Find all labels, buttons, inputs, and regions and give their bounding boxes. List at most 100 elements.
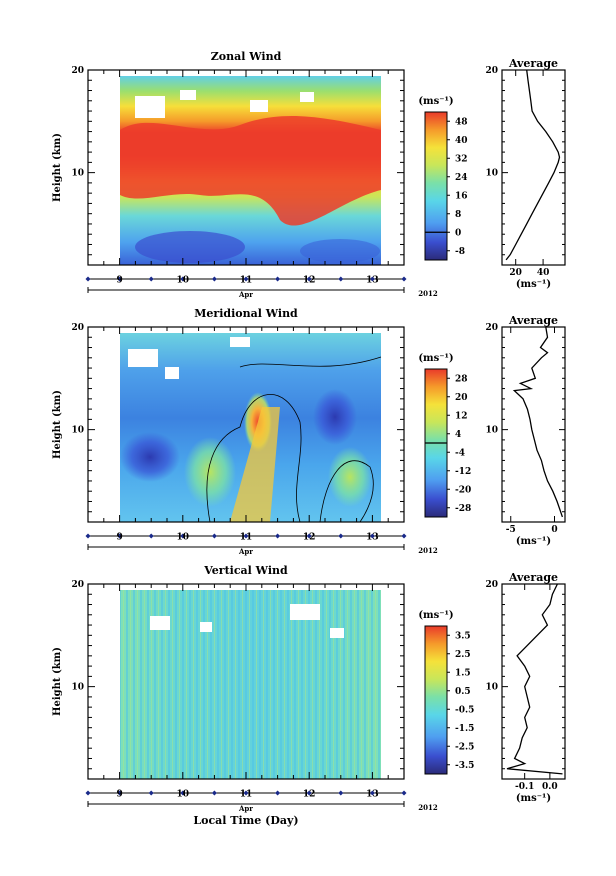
colorbar-tick-label: 3.5 bbox=[455, 631, 471, 641]
negative-anomaly bbox=[120, 432, 180, 482]
avg-x-tick-label: 40 bbox=[537, 268, 550, 278]
x-tick-label: 9 bbox=[116, 533, 122, 543]
colorbar-tick-label: 8 bbox=[455, 210, 461, 220]
time-axis-marker bbox=[85, 276, 91, 282]
time-axis-marker bbox=[306, 276, 312, 282]
missing-data bbox=[290, 604, 320, 620]
time-axis-marker bbox=[148, 533, 154, 539]
time-axis-marker bbox=[338, 276, 344, 282]
missing-data bbox=[200, 622, 212, 632]
x-axis-label: Local Time (Day) bbox=[193, 814, 298, 827]
x-tick-label: 9 bbox=[116, 790, 122, 800]
time-axis-marker bbox=[369, 276, 375, 282]
missing-data bbox=[250, 100, 268, 112]
time-axis-marker bbox=[401, 533, 407, 539]
colorbar-tick-label: 2.5 bbox=[455, 650, 471, 660]
y-tick-label: 10 bbox=[71, 683, 84, 693]
average-profile-line bbox=[512, 326, 564, 518]
panel-meridional: Meridional Wind 20 10 Height (km) 9 10 11 12 13 A… bbox=[52, 307, 566, 556]
avg-x-tick-label: -5 bbox=[506, 525, 516, 535]
colorbar-tick-label: 32 bbox=[455, 154, 468, 164]
colorbar-tick-label: 40 bbox=[455, 136, 468, 146]
time-axis-marker bbox=[401, 276, 407, 282]
avg-x-tick-label: 20 bbox=[509, 268, 522, 278]
avg-x-label: (ms⁻¹) bbox=[516, 536, 551, 547]
month-label: Apr bbox=[238, 547, 253, 556]
time-axis-marker bbox=[211, 533, 217, 539]
missing-data bbox=[180, 90, 196, 100]
time-axis-marker bbox=[243, 276, 249, 282]
y-tick-label: 10 bbox=[71, 169, 84, 179]
average-frame bbox=[501, 326, 566, 523]
x-tick-label: 10 bbox=[177, 790, 190, 800]
avg-y-tick-label: 10 bbox=[485, 683, 498, 693]
low-wind-region bbox=[300, 239, 380, 263]
time-axis-marker bbox=[369, 533, 375, 539]
x-tick-label: 9 bbox=[116, 276, 122, 286]
missing-data bbox=[128, 349, 158, 367]
colorbar-unit: (ms⁻¹) bbox=[418, 610, 453, 621]
y-axis-label: Height (km) bbox=[52, 133, 63, 202]
time-axis-marker bbox=[401, 790, 407, 796]
time-axis-marker bbox=[211, 790, 217, 796]
colorbar-tick-label: -20 bbox=[455, 485, 471, 495]
time-axis-marker bbox=[275, 276, 281, 282]
time-axis-marker bbox=[148, 276, 154, 282]
colorbar-tick-label: -0.5 bbox=[455, 705, 474, 715]
time-axis-marker bbox=[369, 790, 375, 796]
zero-contour bbox=[239, 356, 382, 368]
time-axis-marker bbox=[211, 276, 217, 282]
avg-x-label: (ms⁻¹) bbox=[516, 279, 551, 290]
avg-x-label: (ms⁻¹) bbox=[516, 793, 551, 804]
missing-data bbox=[230, 337, 250, 347]
time-axis-marker bbox=[243, 533, 249, 539]
positive-band bbox=[230, 407, 280, 522]
time-axis-marker bbox=[243, 790, 249, 796]
x-tick-label: 11 bbox=[240, 276, 253, 286]
x-tick-label: 10 bbox=[177, 276, 190, 286]
year-label: 2012 bbox=[418, 546, 438, 555]
colorbar-tick-label: 28 bbox=[455, 374, 468, 384]
colorbar-tick-label: 48 bbox=[455, 117, 468, 127]
avg-y-tick-label: 20 bbox=[485, 66, 498, 76]
missing-data bbox=[165, 367, 179, 379]
time-axis-marker bbox=[338, 533, 344, 539]
colorbar bbox=[424, 111, 448, 261]
colorbar-tick-label: 0.5 bbox=[455, 687, 471, 697]
colorbar-unit: (ms⁻¹) bbox=[418, 96, 453, 107]
average-profile-line bbox=[506, 583, 563, 775]
x-tick-label: 13 bbox=[366, 790, 379, 800]
colorbar bbox=[424, 625, 448, 775]
colorbar-tick-label: 16 bbox=[455, 191, 468, 201]
time-axis-marker bbox=[180, 790, 186, 796]
colorbar-tick-label: -8 bbox=[455, 247, 465, 257]
time-axis-marker bbox=[85, 790, 91, 796]
colorbar-tick-label: -4 bbox=[455, 448, 465, 458]
average-title: Average bbox=[508, 314, 558, 327]
avg-x-tick-label: 0 bbox=[551, 525, 557, 535]
colorbar-tick-label: 20 bbox=[455, 393, 468, 403]
colorbar-tick-label: -1.5 bbox=[455, 724, 474, 734]
y-tick-label: 20 bbox=[71, 66, 84, 76]
missing-data bbox=[135, 96, 165, 118]
year-label: 2012 bbox=[418, 803, 438, 812]
colorbar-tick-label: 24 bbox=[455, 173, 468, 183]
month-label: Apr bbox=[238, 290, 253, 299]
y-tick-label: 10 bbox=[71, 426, 84, 436]
time-axis-marker bbox=[306, 790, 312, 796]
missing-data bbox=[330, 628, 344, 638]
jet-core bbox=[120, 115, 381, 226]
colorbar-tick-label: -3.5 bbox=[455, 761, 474, 771]
time-axis-marker bbox=[275, 533, 281, 539]
colorbar-unit: (ms⁻¹) bbox=[418, 353, 453, 364]
time-axis-marker bbox=[338, 790, 344, 796]
time-axis-marker bbox=[117, 276, 123, 282]
avg-x-tick-label: 0.0 bbox=[542, 782, 558, 792]
colorbar-tick-label: 4 bbox=[455, 430, 461, 440]
time-axis-marker bbox=[148, 790, 154, 796]
average-profile-line bbox=[505, 69, 561, 261]
average-title: Average bbox=[508, 571, 558, 584]
x-tick-label: 13 bbox=[366, 276, 379, 286]
x-tick-label: 12 bbox=[303, 790, 316, 800]
